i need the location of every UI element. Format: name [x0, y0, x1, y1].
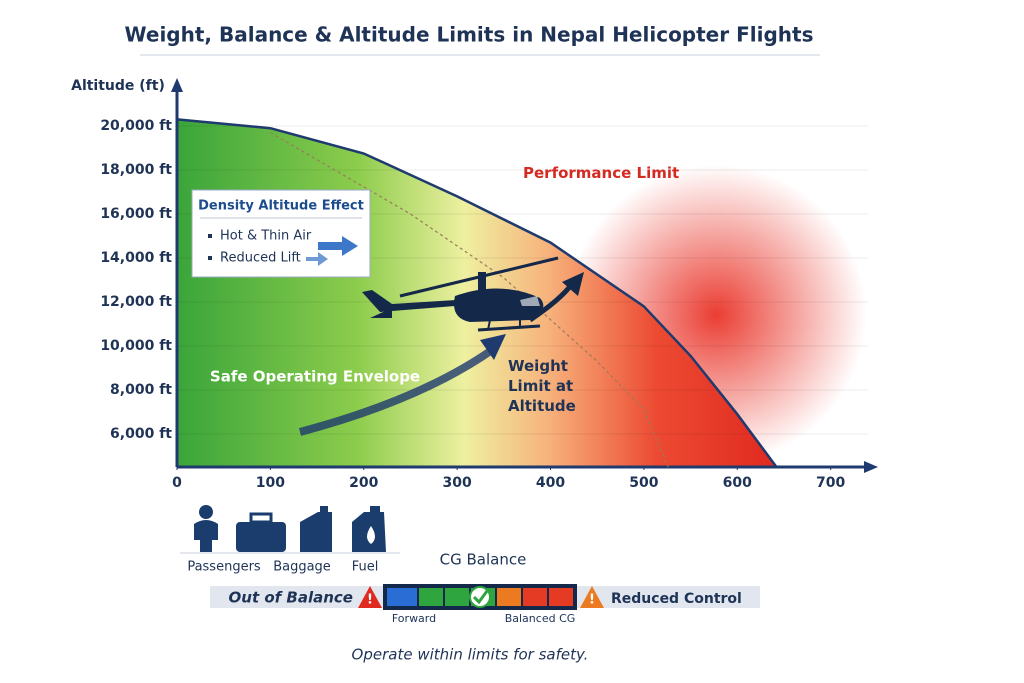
y-tick-label: 10,000 ft [100, 338, 172, 354]
load-label: Fuel [352, 560, 379, 575]
y-tick-label: 16,000 ft [100, 206, 172, 222]
y-tick-label: 18,000 ft [100, 162, 172, 178]
cg-label: Balanced CG [505, 612, 576, 625]
check-icon [469, 586, 491, 608]
cg-seg [497, 588, 521, 606]
cg-seg [523, 588, 547, 606]
bullet [208, 234, 212, 238]
arrow [306, 252, 328, 266]
load-icons [194, 505, 386, 552]
arrow [480, 334, 506, 360]
warning-icon [580, 586, 604, 608]
x-axis-arrow [864, 461, 878, 473]
x-tick-label: 300 [443, 475, 472, 491]
y-axis-arrow [171, 78, 183, 92]
warning-mark: ! [589, 593, 595, 608]
info-box [191, 189, 371, 278]
arrow [562, 272, 584, 296]
series-line [176, 118, 778, 468]
cg-title: CG Balance [440, 551, 527, 569]
cg-seg [549, 588, 573, 606]
x-tick-label: 200 [349, 475, 378, 491]
y-tick-label: 8,000 ft [110, 382, 172, 398]
warning-mark: ! [367, 593, 373, 608]
cg-seg [387, 588, 417, 606]
load-label: Passengers [187, 560, 261, 575]
cg-seg [445, 588, 469, 606]
y-tick-label: 12,000 ft [100, 294, 172, 310]
check-icon [472, 590, 489, 605]
y-tick-label: 14,000 ft [100, 250, 172, 266]
x-tick-label: 0 [172, 475, 182, 491]
series-label: Weight Limit at Altitude [508, 357, 576, 415]
cg-seg [419, 588, 443, 606]
cg-right: Reduced Control [611, 591, 742, 607]
footer: Operate within limits for safety. [352, 646, 589, 664]
x-tick-label: 100 [256, 475, 285, 491]
info-title: Density Altitude Effect [198, 199, 364, 214]
cg-label: Forward [392, 612, 436, 625]
series-label: Performance Limit [523, 164, 680, 182]
y-axis-label: Altitude (ft) [71, 78, 165, 94]
bullet [208, 256, 212, 260]
x-tick-label: 400 [536, 475, 565, 491]
annotation: Safe Operating Envelope [210, 368, 420, 386]
chart-title: Weight, Balance & Altitude Limits in Nep… [125, 23, 814, 47]
y-tick-label: 20,000 ft [100, 118, 172, 134]
arrow [318, 236, 358, 256]
info-item: Hot & Thin Air [220, 229, 312, 244]
arrow [298, 346, 495, 436]
x-tick-label: 700 [816, 475, 845, 491]
x-tick-label: 600 [723, 475, 752, 491]
cg-left: Out of Balance [229, 589, 353, 607]
y-tick-label: 6,000 ft [110, 426, 172, 442]
load-label: Baggage [273, 560, 331, 575]
warning-icon [358, 586, 382, 608]
series-line [270, 132, 669, 468]
x-tick-label: 500 [629, 475, 658, 491]
helicopter-icon [362, 256, 559, 332]
info-item: Reduced Lift [220, 251, 301, 266]
